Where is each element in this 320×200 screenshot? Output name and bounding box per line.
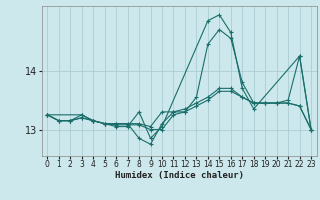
X-axis label: Humidex (Indice chaleur): Humidex (Indice chaleur) — [115, 171, 244, 180]
